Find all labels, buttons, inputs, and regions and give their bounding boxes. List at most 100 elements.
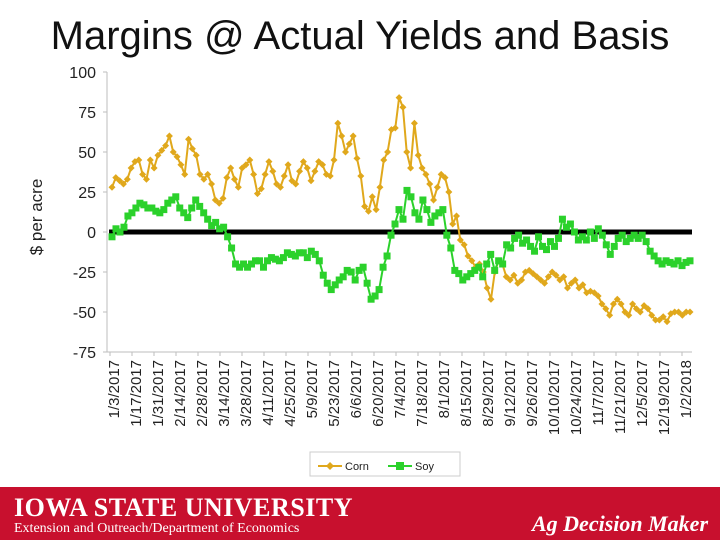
data-point-soy: [192, 196, 200, 204]
data-point-soy: [467, 270, 475, 278]
data-point-soy: [156, 209, 164, 217]
department-text: Extension and Outreach/Department of Eco…: [14, 521, 300, 536]
data-point-soy: [570, 228, 578, 236]
data-point-corn: [246, 156, 254, 164]
data-point-corn: [579, 281, 587, 289]
data-point-soy: [674, 257, 682, 265]
data-point-soy: [160, 206, 168, 214]
x-tick-label: 6/6/2017: [348, 360, 365, 418]
data-point-soy: [184, 214, 192, 222]
data-point-corn: [514, 279, 522, 287]
data-point-soy: [606, 250, 614, 258]
data-point-soy: [590, 234, 598, 242]
x-tick-label: 10/10/2017: [546, 360, 563, 435]
x-tick-label: 1/17/2017: [128, 360, 145, 427]
data-point-corn: [426, 180, 434, 188]
data-point-soy: [188, 204, 196, 212]
data-point-corn: [606, 311, 614, 319]
data-point-soy: [339, 273, 347, 281]
data-point-corn: [215, 199, 223, 207]
data-point-soy: [212, 218, 220, 226]
data-point-soy: [515, 231, 523, 239]
data-point-soy: [220, 223, 228, 231]
data-point-soy: [626, 234, 634, 242]
data-point-corn: [422, 170, 430, 178]
data-point-corn: [238, 164, 246, 172]
data-point-corn: [108, 183, 116, 191]
data-point-corn: [284, 161, 292, 169]
data-point-corn: [341, 148, 349, 156]
data-point-corn: [445, 188, 453, 196]
data-point-soy: [112, 225, 120, 233]
data-point-corn: [311, 167, 319, 175]
data-point-corn: [571, 276, 579, 284]
data-point-soy: [351, 276, 359, 284]
data-point-soy: [554, 234, 562, 242]
data-point-soy: [295, 249, 303, 257]
data-point-corn: [675, 308, 683, 316]
data-point-soy: [507, 244, 515, 252]
data-point-corn: [537, 276, 545, 284]
data-point-soy: [622, 238, 630, 246]
x-tick-label: 4/11/2017: [260, 360, 277, 426]
data-point-soy: [646, 247, 654, 255]
data-point-corn: [188, 145, 196, 153]
x-tick-label: 2/28/2017: [194, 360, 211, 427]
data-point-corn: [541, 279, 549, 287]
data-point-soy: [379, 263, 387, 271]
data-point-soy: [228, 244, 236, 252]
y-tick-label: 75: [78, 105, 96, 122]
data-point-corn: [211, 196, 219, 204]
x-tick-label: 5/9/2017: [304, 360, 321, 418]
data-point-soy: [511, 234, 519, 242]
data-point-corn: [119, 180, 127, 188]
data-point-corn: [200, 175, 208, 183]
data-point-soy: [415, 215, 423, 223]
x-tick-label: 6/20/2017: [370, 360, 387, 427]
y-tick-label: 50: [78, 145, 96, 162]
data-point-soy: [658, 260, 666, 268]
data-point-soy: [395, 206, 403, 214]
data-point-corn: [162, 142, 170, 150]
y-tick-label: 25: [78, 185, 96, 202]
data-point-soy: [407, 193, 415, 201]
data-point-corn: [403, 148, 411, 156]
x-tick-label: 11/21/2017: [612, 360, 629, 434]
data-point-corn: [464, 252, 472, 260]
data-point-soy: [666, 258, 674, 266]
data-point-corn: [518, 276, 526, 284]
data-point-corn: [112, 174, 120, 182]
data-point-soy: [375, 286, 383, 294]
y-tick-label: -50: [73, 305, 96, 322]
data-point-corn: [602, 305, 610, 313]
legend-label-corn: Corn: [345, 461, 369, 473]
data-point-corn: [456, 236, 464, 244]
data-point-soy: [311, 250, 319, 258]
data-point-corn: [594, 292, 602, 300]
data-point-soy: [255, 257, 263, 265]
data-point-soy: [108, 233, 116, 241]
data-point-corn: [296, 167, 304, 175]
university-logo-text: IOWA STATE UNIVERSITY: [14, 493, 353, 522]
data-point-soy: [471, 266, 479, 274]
data-point-soy: [307, 247, 315, 255]
data-point-soy: [531, 247, 539, 255]
data-point-corn: [234, 183, 242, 191]
brand-text: Ag Decision Maker: [532, 511, 708, 536]
x-tick-label: 8/15/2017: [458, 360, 475, 427]
y-tick-label: -75: [73, 345, 96, 362]
data-point-corn: [387, 126, 395, 134]
data-point-soy: [614, 234, 622, 242]
data-point-corn: [468, 257, 476, 265]
data-point-soy: [283, 249, 291, 257]
data-point-corn: [629, 300, 637, 308]
data-point-corn: [525, 266, 533, 274]
legend-marker-soy: [396, 462, 404, 470]
data-point-soy: [363, 279, 371, 287]
data-point-soy: [586, 228, 594, 236]
data-point-corn: [230, 175, 238, 183]
data-point-soy: [578, 233, 586, 241]
data-point-soy: [550, 242, 558, 250]
data-point-corn: [307, 177, 315, 185]
data-point-corn: [609, 300, 617, 308]
